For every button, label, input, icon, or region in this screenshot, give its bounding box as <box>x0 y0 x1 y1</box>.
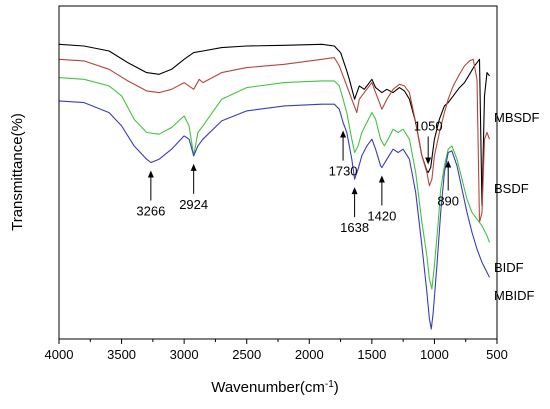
x-tick-label-2000: 2000 <box>295 347 324 362</box>
annotation-1050: 1050 <box>414 119 443 165</box>
annotation-label-3266: 3266 <box>136 204 165 219</box>
annotation-1638: 1638 <box>340 187 369 235</box>
x-tick-label-3500: 3500 <box>107 347 136 362</box>
series-labels-layer: MBSDF BSDF BIDF MBIDF <box>494 110 540 303</box>
annotation-arrow-head <box>340 130 347 138</box>
annotation-label-1638: 1638 <box>340 220 369 235</box>
annotation-arrow-head <box>378 175 385 183</box>
x-axis-title-main: Wavenumber(cm <box>211 379 325 396</box>
annotation-arrow-head <box>190 163 197 171</box>
x-tick-label-1000: 1000 <box>420 347 449 362</box>
series-label-bidf: BIDF <box>494 260 524 275</box>
x-axis: 4000 3500 3000 2500 2000 1500 1000 500 <box>45 339 508 362</box>
x-axis-title: Wavenumber(cm-1) <box>211 379 339 397</box>
annotation-arrow-head <box>351 187 358 195</box>
series-line-mbsdf <box>58 43 490 207</box>
y-axis-title: Transmittance(%) <box>9 113 26 231</box>
x-axis-title-suffix: ) <box>334 379 339 396</box>
annotation-2924: 2924 <box>179 163 208 212</box>
annotation-label-1050: 1050 <box>414 119 443 134</box>
annotation-890: 890 <box>437 160 459 209</box>
annotation-1420: 1420 <box>367 175 396 224</box>
series-layer <box>58 43 491 330</box>
annotation-arrow-head <box>425 157 432 165</box>
annotation-arrow-head <box>147 170 154 178</box>
x-tick-label-1500: 1500 <box>357 347 386 362</box>
series-line-bidf <box>58 77 491 290</box>
annotation-label-890: 890 <box>437 194 459 209</box>
x-tick-label-500: 500 <box>486 347 508 362</box>
series-label-mbidf: MBIDF <box>494 288 535 303</box>
annotation-arrow-head <box>445 160 452 168</box>
annotation-label-1730: 1730 <box>329 164 358 179</box>
annotation-label-2924: 2924 <box>179 197 208 212</box>
x-tick-label-3000: 3000 <box>170 347 199 362</box>
plot-frame <box>58 5 498 340</box>
x-tick-label-2500: 2500 <box>232 347 261 362</box>
annotation-label-1420: 1420 <box>367 209 396 224</box>
annotation-1730: 1730 <box>329 130 358 179</box>
series-label-mbsdf: MBSDF <box>494 110 540 125</box>
annotation-3266: 3266 <box>136 170 165 219</box>
x-axis-title-superscript: -1 <box>325 379 334 390</box>
x-tick-label-4000: 4000 <box>45 347 74 362</box>
series-line-bsdf <box>58 57 491 223</box>
series-label-bsdf: BSDF <box>494 181 529 196</box>
series-line-mbidf <box>58 100 490 330</box>
